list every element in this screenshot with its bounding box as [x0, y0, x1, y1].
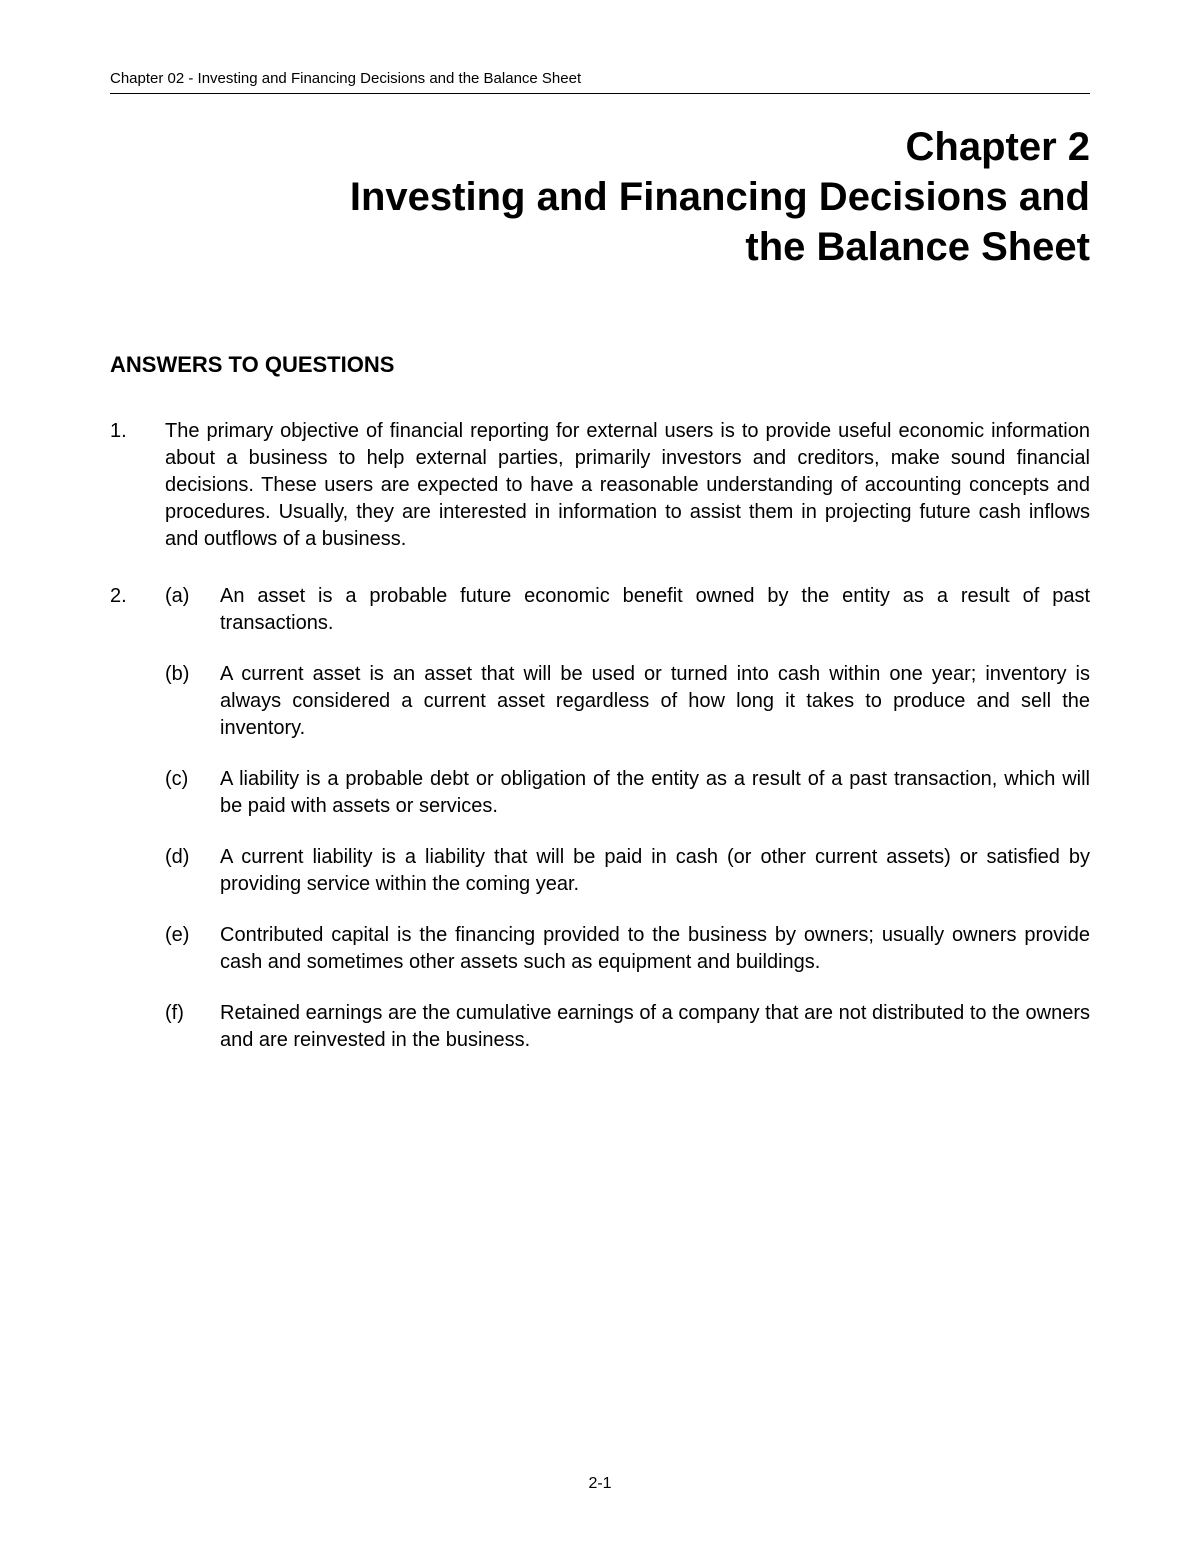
sub-item-d: (d) A current liability is a liability t… — [165, 844, 1090, 898]
sub-label: (d) — [165, 844, 220, 898]
sub-item-e: (e) Contributed capital is the financing… — [165, 922, 1090, 976]
sub-text: An asset is a probable future economic b… — [220, 583, 1090, 637]
sub-label: (e) — [165, 922, 220, 976]
question-body: (a) An asset is a probable future econom… — [165, 583, 1090, 1078]
sub-item-c: (c) A liability is a probable debt or ob… — [165, 766, 1090, 820]
sub-label: (b) — [165, 661, 220, 742]
sub-item-b: (b) A current asset is an asset that wil… — [165, 661, 1090, 742]
title-line-3: the Balance Sheet — [745, 225, 1090, 269]
sub-item-f: (f) Retained earnings are the cumulative… — [165, 1000, 1090, 1054]
sub-text: A liability is a probable debt or obliga… — [220, 766, 1090, 820]
chapter-title: Chapter 2 Investing and Financing Decisi… — [110, 122, 1090, 272]
page-number: 2-1 — [0, 1475, 1200, 1493]
sub-label: (c) — [165, 766, 220, 820]
question-number: 2. — [110, 583, 165, 1078]
sub-text: Retained earnings are the cumulative ear… — [220, 1000, 1090, 1054]
section-heading: ANSWERS TO QUESTIONS — [110, 352, 1090, 378]
question-1: 1. The primary objective of financial re… — [110, 418, 1090, 553]
sub-label: (a) — [165, 583, 220, 637]
sub-text: Contributed capital is the financing pro… — [220, 922, 1090, 976]
question-body: The primary objective of financial repor… — [165, 418, 1090, 553]
sub-text: A current liability is a liability that … — [220, 844, 1090, 898]
title-line-1: Chapter 2 — [906, 125, 1091, 169]
sub-text: A current asset is an asset that will be… — [220, 661, 1090, 742]
header-rule — [110, 93, 1090, 94]
question-2: 2. (a) An asset is a probable future eco… — [110, 583, 1090, 1078]
page-header: Chapter 02 - Investing and Financing Dec… — [110, 70, 1090, 87]
title-line-2: Investing and Financing Decisions and — [350, 175, 1090, 219]
question-number: 1. — [110, 418, 165, 553]
sub-item-a: (a) An asset is a probable future econom… — [165, 583, 1090, 637]
sub-label: (f) — [165, 1000, 220, 1054]
sub-list: (a) An asset is a probable future econom… — [165, 583, 1090, 1054]
